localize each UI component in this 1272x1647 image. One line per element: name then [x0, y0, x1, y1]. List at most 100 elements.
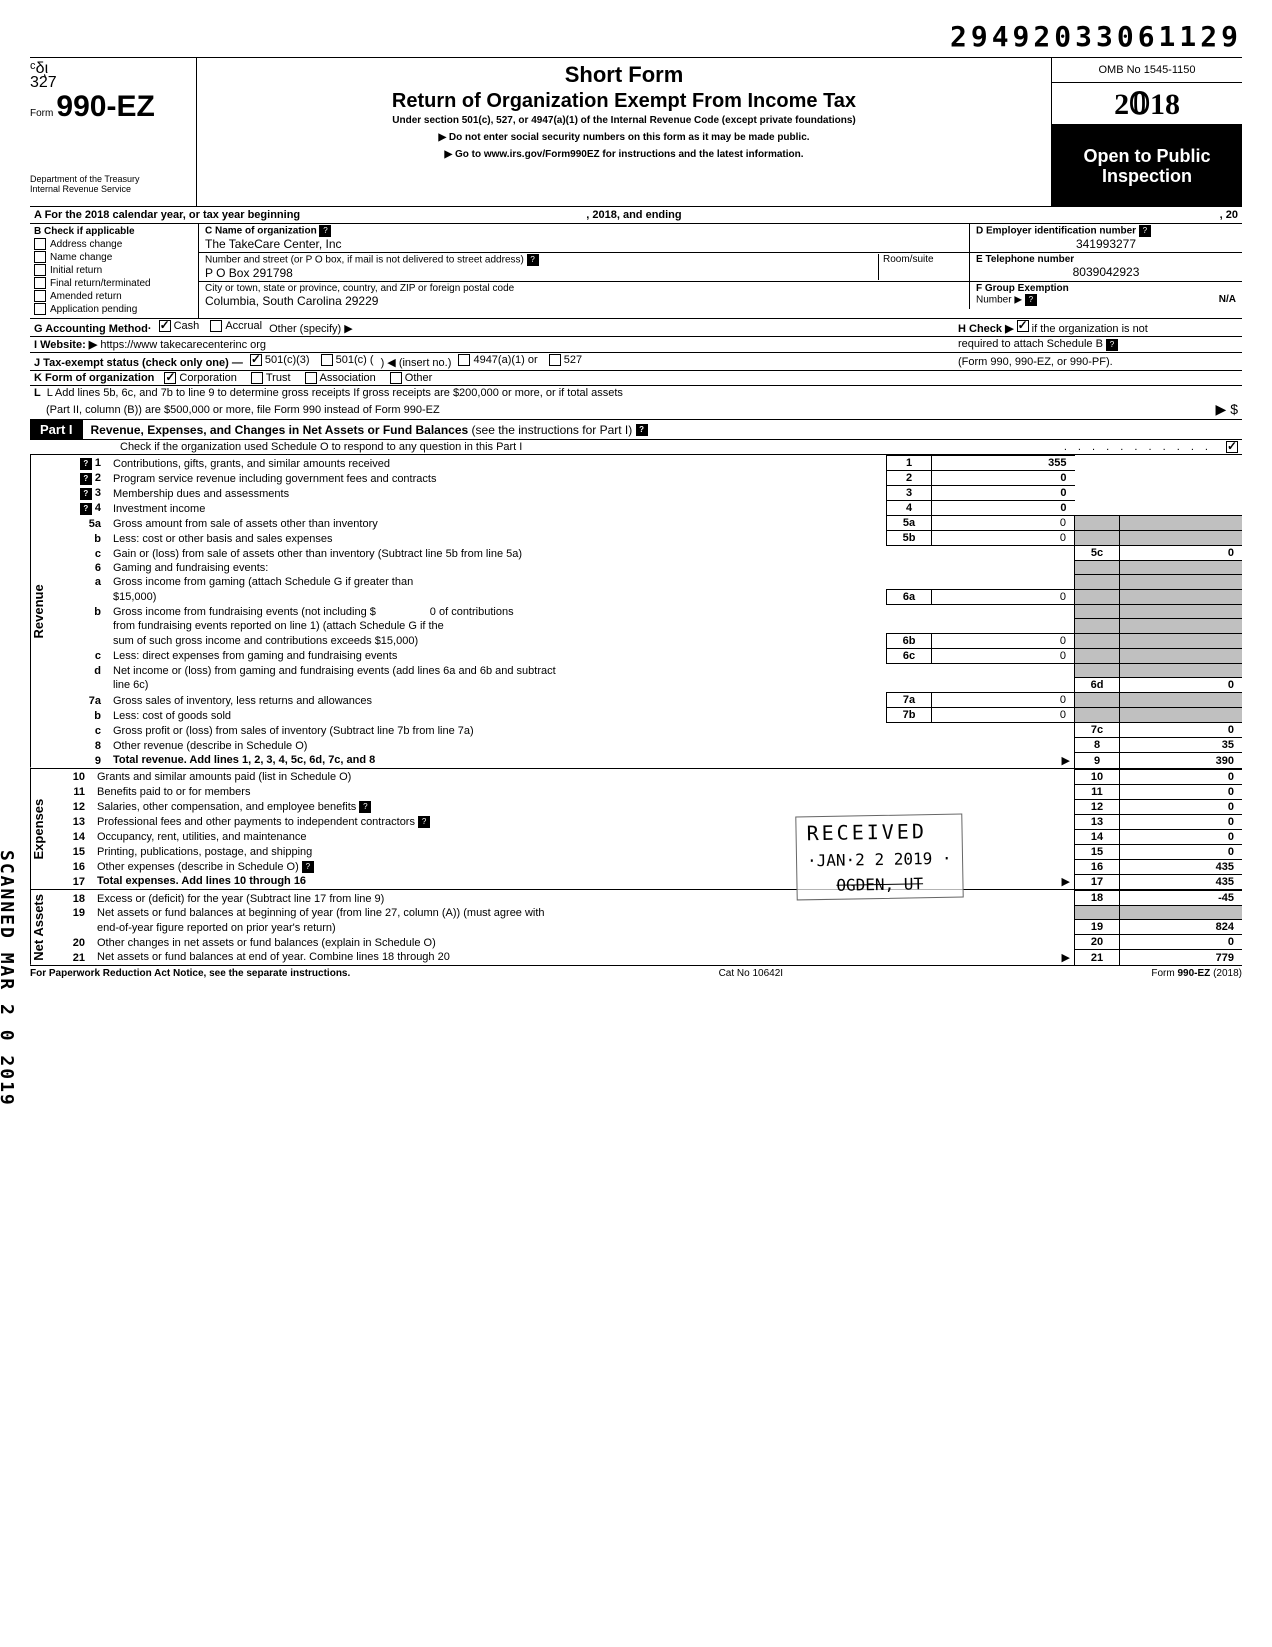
L-line2: (Part II, column (B)) are $500,000 or mo… — [34, 404, 440, 416]
line17-desc: Total expenses. Add lines 10 through 16 … — [93, 874, 1075, 889]
line6b1-desc: Gross income from fundraising events (no… — [109, 604, 1075, 619]
form-number: Form 990-EZ — [30, 90, 190, 124]
footer: For Paperwork Reduction Act Notice, see … — [30, 966, 1242, 979]
chk-corporation[interactable]: Corporation — [164, 372, 236, 384]
help-icon[interactable]: ? — [302, 861, 314, 873]
help-icon[interactable]: ? — [80, 503, 92, 515]
part-I-checkline: Check if the organization used Schedule … — [30, 440, 1242, 455]
G-other: Other (specify) ▶ — [269, 323, 353, 335]
chk-527[interactable]: 527 — [549, 354, 582, 366]
chk-501c[interactable]: 501(c) ( — [321, 354, 374, 366]
help-icon[interactable]: ? — [1106, 339, 1118, 351]
title-cell: Short Form Return of Organization Exempt… — [197, 58, 1051, 206]
line11-desc: Benefits paid to or for members — [93, 784, 1075, 799]
help-icon[interactable]: ? — [1139, 225, 1151, 237]
chk-501c3[interactable]: 501(c)(3) — [250, 354, 310, 366]
H-line1: H Check ▶ — [958, 323, 1014, 335]
lineA-mid: , 2018, and ending — [586, 209, 681, 221]
form-header: ᶜδͅι327 Form 990-EZ Department of the Tr… — [30, 57, 1242, 207]
C-name-cell: C Name of organization ? The TakeCare Ce… — [199, 224, 970, 252]
E-label: E Telephone number — [976, 254, 1074, 265]
line6a1-desc: Gross income from gaming (attach Schedul… — [109, 575, 1075, 590]
form-990ez-label: 990-EZ — [56, 90, 154, 123]
C-city-cell: City or town, state or province, country… — [199, 282, 970, 309]
help-icon[interactable]: ? — [527, 254, 539, 266]
line6c-desc: Less: direct expenses from gaming and fu… — [113, 650, 397, 662]
C-label: C Name of organization — [205, 226, 317, 237]
line5b-desc: Less: cost or other basis and sales expe… — [113, 533, 333, 545]
D-label: D Employer identification number — [976, 226, 1136, 237]
netassets-section: Net Assets 18Excess or (deficit) for the… — [30, 890, 1242, 966]
D-ein-cell: D Employer identification number ? 34199… — [970, 224, 1242, 252]
F-label: F Group Exemption — [976, 283, 1069, 294]
H-line1b: if the organization is not — [1032, 323, 1148, 335]
main-title: Return of Organization Exempt From Incom… — [205, 90, 1043, 113]
line-A: A For the 2018 calendar year, or tax yea… — [30, 207, 1242, 224]
line4-desc: Investment income — [109, 501, 887, 516]
org-city: Columbia, South Carolina 29229 — [205, 294, 378, 308]
line15-desc: Printing, publications, postage, and shi… — [93, 844, 1075, 859]
line-I-website: I Website: ▶ https://www takecarecenteri… — [30, 337, 1242, 353]
chk-cash[interactable]: Cash — [159, 320, 200, 332]
chk-4947[interactable]: 4947(a)(1) or — [458, 354, 537, 366]
I-label: I Website: ▶ — [34, 339, 97, 351]
help-icon[interactable]: ? — [319, 225, 331, 237]
C-addr-cell: Number and street (or P O box, if mail i… — [199, 253, 970, 281]
addr-label: Number and street (or P O box, if mail i… — [205, 255, 524, 266]
footer-left: For Paperwork Reduction Act Notice, see … — [30, 968, 350, 979]
revenue-section: Revenue ? 1Contributions, gifts, grants,… — [30, 455, 1242, 769]
chk-final-return[interactable]: Final return/terminated — [34, 277, 194, 289]
line6d2-desc: line 6c) — [109, 678, 1075, 693]
room-suite: Room/suite — [878, 254, 963, 280]
form-id-cell: ᶜδͅι327 Form 990-EZ Department of the Tr… — [30, 58, 197, 206]
line14-desc: Occupancy, rent, utilities, and maintena… — [93, 829, 1075, 844]
line-J: J Tax-exempt status (check only one) — 5… — [30, 353, 1242, 371]
line1-desc: Contributions, gifts, grants, and simila… — [109, 456, 887, 471]
group-exemption-value: N/A — [1219, 294, 1236, 305]
chk-name-change[interactable]: Name change — [34, 251, 194, 263]
revenue-label: Revenue — [30, 455, 53, 768]
tax-year: 2𝟘18 — [1052, 83, 1242, 125]
help-icon[interactable]: ? — [80, 473, 92, 485]
help-icon[interactable]: ? — [418, 816, 430, 828]
line19a-desc: Net assets or fund balances at beginning… — [93, 906, 1075, 920]
help-icon[interactable]: ? — [359, 801, 371, 813]
lineA-prefix: A For the 2018 calendar year, or tax yea… — [34, 209, 300, 221]
schedule-O-check-text: Check if the organization used Schedule … — [120, 441, 522, 453]
lineA-suffix: , 20 — [1220, 209, 1238, 221]
part-I-title: Revenue, Expenses, and Changes in Net As… — [83, 423, 648, 437]
chk-other-org[interactable]: Other — [390, 372, 433, 384]
help-icon[interactable]: ? — [80, 488, 92, 500]
expenses-label: Expenses — [30, 769, 53, 890]
chk-initial-return[interactable]: Initial return — [34, 264, 194, 276]
chk-accrual[interactable]: Accrual — [210, 320, 262, 332]
chk-amended-return[interactable]: Amended return — [34, 290, 194, 302]
K-label: K Form of organization — [34, 372, 154, 384]
website-url: https://www takecarecenterinc org — [100, 339, 266, 351]
col-B-checks: B Check if applicable Address change Nam… — [30, 224, 199, 318]
line-L1: L L Add lines 5b, 6c, and 7b to line 9 t… — [30, 386, 1242, 400]
F-group-cell: F Group Exemption Number ▶ ? N/A — [970, 282, 1242, 309]
help-icon[interactable]: ? — [1025, 294, 1037, 306]
line7a-desc: Gross sales of inventory, less returns a… — [113, 695, 372, 707]
scanned-stamp: SCANNED MAR 2 0 2019 — [0, 850, 17, 1107]
help-icon[interactable]: ? — [636, 424, 648, 436]
dept-line2: Internal Revenue Service — [30, 184, 131, 194]
omb-number: OMB No 1545-1150 — [1052, 58, 1242, 83]
document-locator-number: 29492033061129 — [30, 20, 1242, 53]
B-title: B Check if applicable — [34, 226, 194, 237]
line20-desc: Other changes in net assets or fund bala… — [93, 935, 1075, 950]
chk-H[interactable] — [1017, 320, 1029, 332]
help-icon[interactable]: ? — [80, 458, 92, 470]
chk-schedule-O[interactable] — [1226, 441, 1238, 453]
chk-association[interactable]: Association — [305, 372, 376, 384]
line6-desc: Gaming and fundraising events: — [109, 561, 1075, 575]
line10-desc: Grants and similar amounts paid (list in… — [93, 769, 1075, 784]
chk-application-pending[interactable]: Application pending — [34, 303, 194, 315]
chk-address-change[interactable]: Address change — [34, 238, 194, 250]
part-I-header: Part I Revenue, Expenses, and Changes in… — [30, 420, 1242, 440]
entity-grid: B Check if applicable Address change Nam… — [30, 224, 1242, 319]
ein-value: 341993277 — [976, 237, 1236, 251]
chk-trust[interactable]: Trust — [251, 372, 291, 384]
handwritten-notes: ᶜδͅι327 — [30, 62, 190, 90]
